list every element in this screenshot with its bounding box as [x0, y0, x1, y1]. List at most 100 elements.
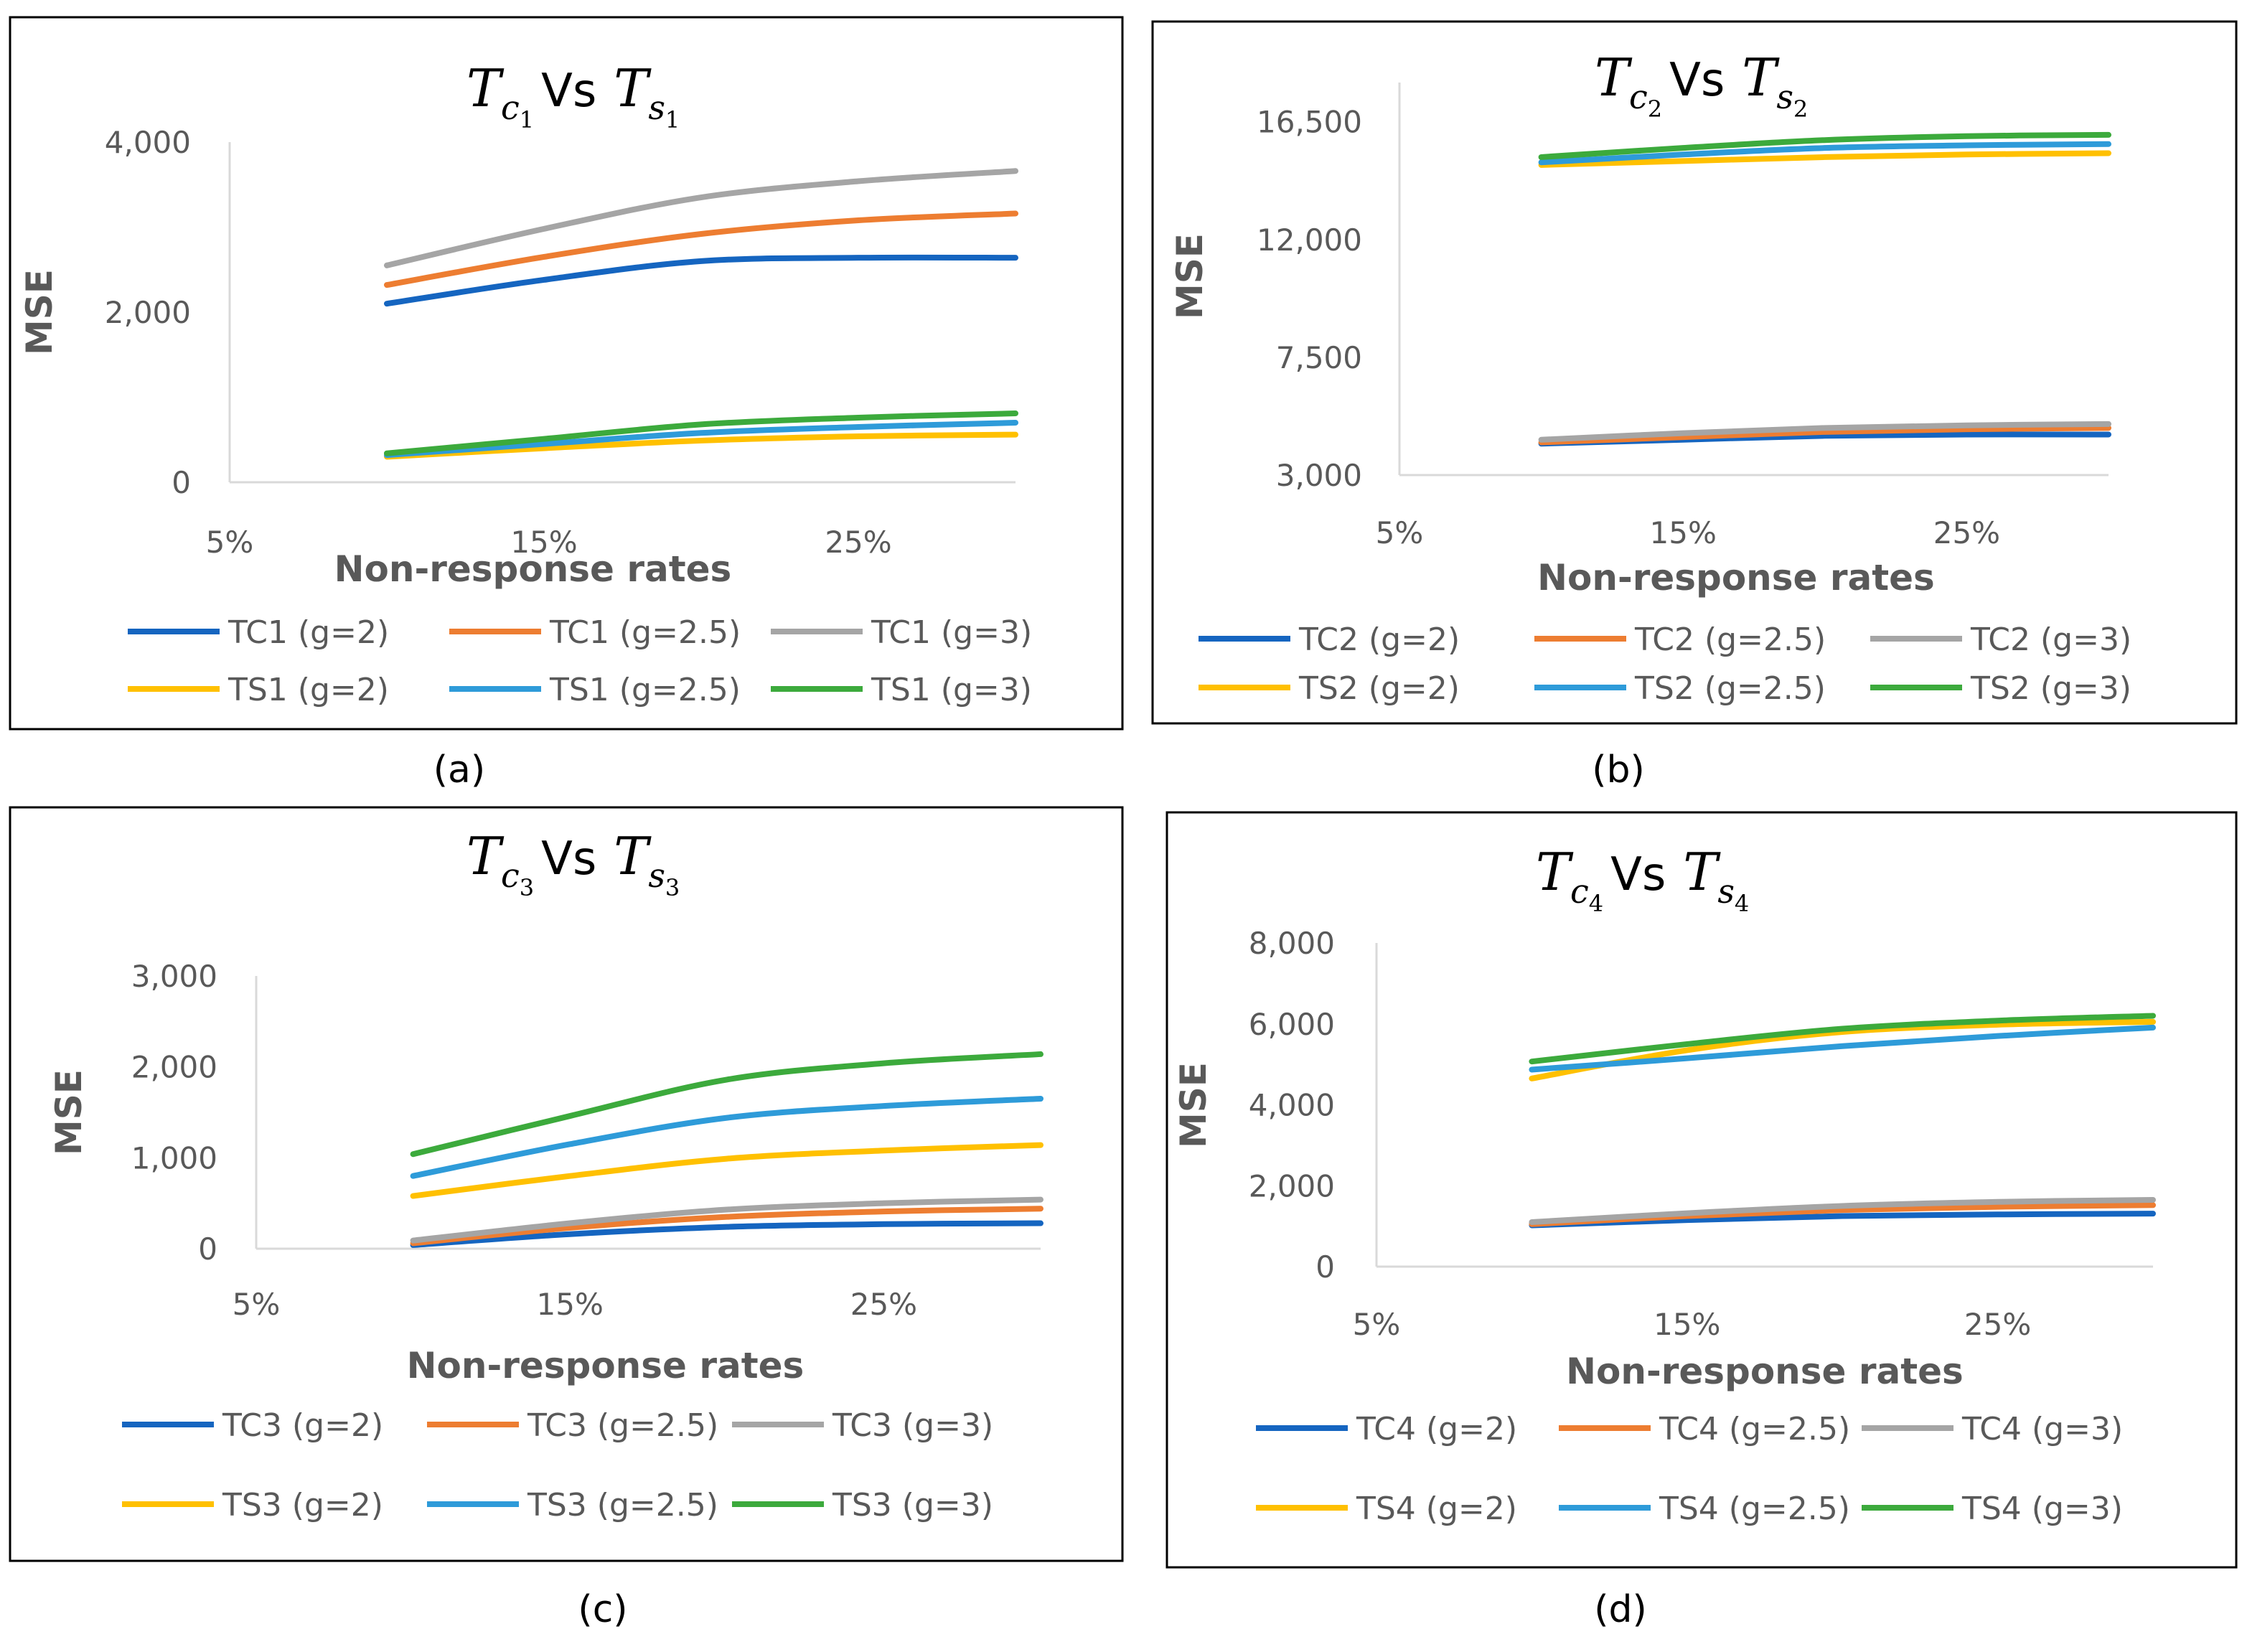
y-tick-label: 2,000: [131, 1050, 217, 1085]
chart-title-part-s2: s: [1717, 872, 1735, 911]
x-axis-title: Non-response rates: [334, 548, 732, 590]
y-tick-label: 3,000: [131, 959, 217, 994]
legend-entry: TC3 (g=3): [832, 1407, 993, 1444]
legend-entry: TS1 (g=3): [871, 672, 1032, 708]
legend-entry: TS3 (g=3): [832, 1487, 993, 1524]
legend-entry: TS1 (g=2.5): [549, 672, 741, 708]
chart-title-part-t2: T: [1742, 47, 1780, 108]
y-tick-label: 4,000: [1249, 1088, 1335, 1123]
series-line-tc1-g-2-5-: [384, 210, 1018, 288]
chart-frame: [1165, 811, 2238, 1569]
chart-title-part-vs: Vs: [1610, 848, 1666, 901]
chart-frame: [9, 806, 1124, 1562]
legend-entry: TC4 (g=3): [1961, 1411, 2123, 1447]
chart-title-part-s1: c: [501, 88, 520, 127]
legend-entry: TC3 (g=2): [222, 1407, 383, 1444]
chart-title-part-t2: T: [614, 826, 652, 886]
series-line-tc2-g-2-5-: [1538, 425, 2111, 446]
series-line-ts4-g-2-5-: [1529, 1024, 2156, 1073]
series-line-tc1-g-2-: [384, 254, 1018, 307]
chart-title-part-s2: s: [648, 88, 665, 127]
panel-label: (b): [1592, 748, 1645, 792]
x-tick-label: 5%: [233, 1287, 281, 1322]
series-line-ts4-g-3-: [1529, 1013, 2156, 1065]
legend-entry: TC2 (g=3): [1970, 621, 2131, 658]
series-line-tc1-g-3-: [384, 168, 1018, 268]
chart-frame: [9, 16, 1124, 731]
y-axis-title: MSE: [48, 1069, 90, 1155]
x-tick-label: 25%: [825, 525, 891, 560]
x-axis-title: Non-response rates: [1566, 1351, 1964, 1392]
x-tick-label: 25%: [850, 1287, 917, 1322]
y-tick-label: 1,000: [131, 1140, 217, 1175]
chart-title: Tc4Vs Ts4: [1536, 842, 1749, 917]
legend-entry: TS4 (g=2.5): [1659, 1491, 1850, 1527]
legend-entry: TC3 (g=2.5): [527, 1407, 718, 1444]
y-tick-label: 2,000: [1249, 1168, 1335, 1203]
x-tick-label: 5%: [1353, 1307, 1401, 1342]
chart-title-part-n2: 4: [1735, 890, 1749, 917]
x-tick-label: 5%: [1376, 515, 1424, 550]
series-line-ts3-g-2-: [410, 1142, 1043, 1199]
chart-title-part-t1: T: [466, 58, 505, 118]
x-tick-label: 15%: [510, 525, 577, 560]
legend-entry: TC1 (g=2.5): [549, 614, 741, 651]
chart-title: Tc1Vs Ts1: [466, 58, 680, 133]
legend-entry: TS4 (g=2): [1356, 1491, 1517, 1527]
chart-title-part-n1: 2: [1648, 95, 1662, 123]
series-line-tc4-g-3-: [1529, 1196, 2156, 1225]
series-line-ts2-g-2-5-: [1538, 141, 2111, 166]
panel-label: (a): [433, 748, 485, 792]
chart-title-part-t1: T: [1536, 842, 1574, 902]
y-tick-label: 0: [1315, 1249, 1335, 1285]
legend-entry: TC4 (g=2): [1356, 1411, 1517, 1447]
chart-title-part-t1: T: [466, 826, 505, 886]
chart-title-part-s1: c: [1629, 78, 1648, 116]
series-line-ts1-g-2-: [384, 431, 1018, 460]
y-tick-label: 6,000: [1249, 1007, 1335, 1042]
legend-entry: TC1 (g=2): [228, 614, 389, 651]
y-tick-label: 8,000: [1249, 926, 1335, 961]
chart-title-part-vs: Vs: [541, 65, 596, 118]
legend-entry: TC4 (g=2.5): [1659, 1411, 1850, 1447]
series-line-tc3-g-3-: [410, 1196, 1043, 1244]
chart-frame: [1151, 20, 2238, 725]
legend-entry: TS1 (g=2): [228, 672, 389, 708]
series-line-ts1-g-3-: [384, 410, 1018, 456]
chart-title-part-n2: 1: [665, 106, 680, 133]
series-line-ts3-g-3-: [410, 1051, 1043, 1158]
panel-label: (d): [1594, 1588, 1647, 1631]
chart-title-part-t1: T: [1595, 47, 1633, 108]
series-line-tc4-g-2-: [1529, 1211, 2156, 1229]
chart-title: Tc2Vs Ts2: [1595, 47, 1808, 123]
y-tick-label: 4,000: [105, 125, 191, 160]
chart-title-part-vs: Vs: [1669, 54, 1725, 107]
x-axis-title: Non-response rates: [407, 1345, 805, 1386]
chart-title-part-s2: s: [648, 856, 665, 895]
x-tick-label: 25%: [1964, 1307, 2031, 1342]
legend-entry: TS3 (g=2.5): [527, 1487, 718, 1524]
chart-title-part-s2: s: [1776, 78, 1793, 116]
y-axis-title: MSE: [19, 269, 60, 355]
panel-label: (c): [578, 1588, 627, 1631]
y-tick-label: 0: [198, 1231, 217, 1267]
chart-title-part-s1: c: [1570, 872, 1589, 911]
series-line-tc3-g-2-5-: [410, 1206, 1043, 1247]
series-line-tc3-g-2-: [410, 1220, 1043, 1248]
y-tick-label: 2,000: [105, 295, 191, 330]
y-tick-label: 7,500: [1276, 340, 1362, 375]
chart-title-part-n2: 2: [1793, 95, 1808, 123]
y-tick-label: 3,000: [1276, 458, 1362, 493]
legend-entry: TS2 (g=2): [1298, 670, 1460, 707]
chart-title-part-t2: T: [1683, 842, 1721, 902]
x-tick-label: 5%: [206, 525, 254, 560]
chart-title: Tc3Vs Ts3: [466, 826, 680, 901]
series-line-ts2-g-3-: [1538, 131, 2111, 160]
legend-entry: TS2 (g=3): [1970, 670, 2131, 707]
legend-entry: TS2 (g=2.5): [1634, 670, 1826, 707]
chart-title-part-n1: 1: [520, 106, 534, 133]
legend-entry: TS3 (g=2): [222, 1487, 383, 1524]
